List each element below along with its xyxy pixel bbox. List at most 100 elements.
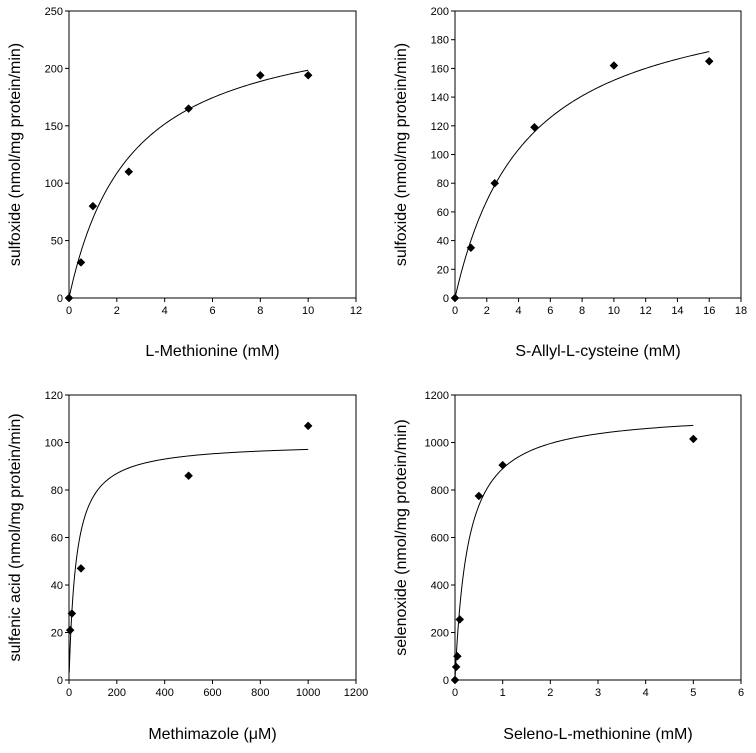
y-tick-label: 140 [431, 92, 449, 104]
data-point [65, 625, 75, 635]
x-tick-label: 1200 [344, 687, 368, 699]
y-tick-label: 200 [431, 628, 449, 640]
y-tick-label: 180 [431, 35, 449, 47]
x-tick-label: 2 [484, 305, 490, 317]
x-tick-label: 16 [703, 305, 715, 317]
x-tick-label: 4 [162, 305, 168, 317]
data-point [688, 434, 698, 444]
x-tick-label: 4 [643, 687, 649, 699]
panel-s-allyl-l-cysteine: 0 2 4 6 8 10 12 14 16 180204060801001201401601802… [393, 6, 747, 360]
data-point [124, 167, 134, 177]
x-tick-label: 12 [350, 305, 362, 317]
x-axis-label: S-Allyl-L-cysteine (mM) [515, 343, 680, 360]
fit-curve [68, 448, 309, 673]
fit-curve [454, 424, 694, 678]
fit-curve [68, 69, 309, 299]
data-point [64, 293, 74, 303]
x-tick-label: 5 [690, 687, 696, 699]
x-tick-label: 8 [579, 305, 585, 317]
data-point [88, 201, 98, 211]
data-point [184, 471, 193, 481]
y-tick-label: 20 [437, 264, 449, 276]
plot-frame [68, 394, 357, 681]
data-point [76, 564, 86, 573]
y-tick-label: 100 [431, 150, 449, 162]
x-axis-label: L-Methionine (mM) [145, 343, 279, 360]
x-tick-label: 0 [452, 305, 458, 317]
x-tick-label: 6 [209, 305, 215, 317]
y-tick-label: 120 [45, 390, 63, 402]
y-tick-label: 600 [431, 533, 449, 545]
data-point [303, 70, 313, 80]
panel-seleno-l-methionine: 0 1 2 3 4 5 6 0 200 400 600 800 1000 1200 Seleno-L-met… [393, 390, 744, 743]
x-tick-label: 0 [452, 687, 458, 699]
y-tick-label: 150 [45, 121, 63, 133]
y-tick-label: 1000 [425, 438, 449, 450]
x-tick-label: 200 [108, 687, 126, 699]
y-tick-label: 0 [443, 293, 449, 305]
y-tick-label: 0 [57, 675, 63, 687]
data-point [530, 122, 539, 132]
panel-l-methionine: 0 2 4 6 8 10 12 0 50 100 150 200 250 L-Methionine (mM… [7, 6, 362, 360]
x-tick-label: 0 [66, 687, 72, 699]
y-tick-label: 120 [431, 121, 449, 133]
x-axis-label: Seleno-L-methionine (mM) [503, 726, 692, 743]
y-tick-label: 100 [45, 438, 63, 450]
x-tick-label: 400 [155, 687, 173, 699]
y-axis-label: sulfenic acid (nmol/mg protein/min) [7, 413, 24, 661]
plot-frame [68, 10, 357, 299]
x-tick-label: 4 [515, 305, 521, 317]
x-tick-label: 1000 [296, 687, 320, 699]
y-tick-label: 0 [443, 675, 449, 687]
x-tick-label: 10 [302, 305, 314, 317]
y-tick-label: 80 [437, 178, 449, 190]
y-tick-label: 20 [51, 628, 63, 640]
x-tick-label: 10 [608, 305, 620, 317]
data-point [184, 104, 193, 113]
x-tick-label: 14 [671, 305, 683, 317]
data-point [704, 56, 714, 66]
x-tick-label: 3 [595, 687, 601, 699]
data-point [303, 421, 313, 431]
y-tick-label: 1200 [425, 390, 449, 402]
y-tick-label: 60 [51, 533, 63, 545]
panel-methimazole: 0 200 400 600 800 1000 1200 0 20 40 60 80 100 120 Meth… [7, 390, 368, 743]
y-tick-label: 40 [437, 236, 449, 248]
data-point [76, 258, 86, 267]
y-tick-label: 60 [437, 207, 449, 219]
plot-frame [454, 394, 742, 681]
data-point [450, 293, 460, 303]
y-axis-label: sulfoxide (nmol/mg protein/min) [7, 43, 24, 266]
data-point [498, 460, 508, 470]
data-point [455, 615, 465, 624]
data-point [609, 61, 619, 70]
y-tick-label: 200 [431, 6, 449, 18]
y-tick-label: 200 [45, 63, 63, 75]
y-tick-label: 80 [51, 485, 63, 497]
x-tick-label: 2 [547, 687, 553, 699]
data-point [67, 609, 77, 618]
data-point [255, 70, 265, 80]
y-tick-label: 160 [431, 63, 449, 75]
x-tick-label: 8 [257, 305, 263, 317]
data-point [453, 651, 462, 661]
y-tick-label: 400 [431, 580, 449, 592]
y-tick-label: 250 [45, 6, 63, 18]
y-tick-label: 50 [51, 236, 63, 248]
y-axis-label: selenoxide (nmol/mg protein/min) [393, 419, 410, 656]
x-tick-label: 6 [738, 687, 744, 699]
x-tick-label: 1 [500, 687, 506, 699]
data-point [474, 491, 484, 501]
x-axis-label: Methimazole (μM) [148, 726, 276, 743]
x-tick-label: 2 [114, 305, 120, 317]
data-point [450, 675, 460, 685]
y-axis-label: sulfoxide (nmol/mg protein/min) [393, 43, 410, 266]
x-tick-label: 600 [203, 687, 221, 699]
x-tick-label: 12 [640, 305, 652, 317]
y-tick-label: 800 [431, 485, 449, 497]
data-point [466, 243, 476, 253]
x-tick-label: 18 [735, 305, 747, 317]
fit-curve [454, 51, 710, 299]
data-point [490, 178, 500, 188]
